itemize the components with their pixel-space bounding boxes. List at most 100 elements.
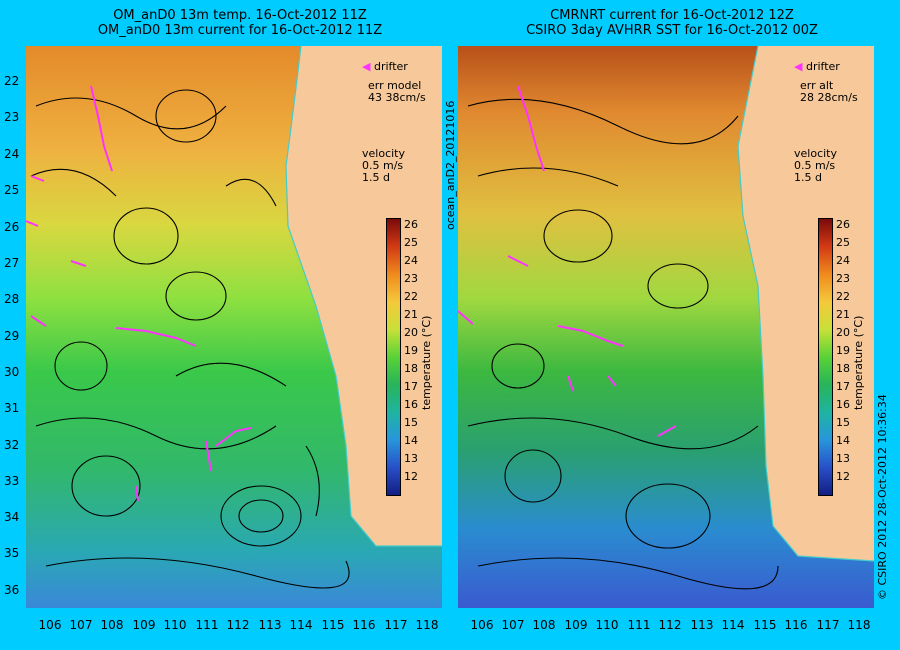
left-map <box>26 46 442 608</box>
right-map <box>458 46 874 608</box>
colorbar-tick: 17 <box>404 380 418 393</box>
right-title-line2: CSIRO 3day AVHRR SST for 16-Oct-2012 00Z <box>526 23 818 38</box>
colorbar-tick: 21 <box>836 308 850 321</box>
colorbar-tick: 24 <box>404 254 418 267</box>
colorbar-tick: 25 <box>836 236 850 249</box>
colorbar-tick: 22 <box>836 290 850 303</box>
lat-label: 26 <box>4 220 20 234</box>
left-title-line2: OM_anD0 13m current for 16-Oct-2012 11Z <box>97 23 383 38</box>
lon-label: 115 <box>753 618 777 632</box>
lat-label: 36 <box>4 583 20 597</box>
lon-label: 117 <box>816 618 840 632</box>
right-velocity-label: velocity <box>794 147 837 160</box>
lat-label: 23 <box>4 110 20 124</box>
colorbar-tick: 15 <box>404 416 418 429</box>
colorbar-tick: 12 <box>836 470 850 483</box>
lon-label: 116 <box>352 618 376 632</box>
lat-label: 35 <box>4 546 20 560</box>
drifter-marker-icon: ◀ <box>794 60 803 73</box>
colorbar-tick: 22 <box>404 290 418 303</box>
lon-label: 112 <box>226 618 250 632</box>
lat-label: 29 <box>4 329 20 343</box>
left-error-info: err model 43 38cm/s <box>368 80 426 104</box>
left-err-value: 43 38cm/s <box>368 91 426 104</box>
lon-label: 118 <box>415 618 439 632</box>
left-current-vectors <box>30 89 350 589</box>
right-ocean <box>458 46 874 608</box>
lon-label: 110 <box>163 618 187 632</box>
lat-label: 32 <box>4 438 20 452</box>
right-err-value: 28 28cm/s <box>800 91 858 104</box>
lon-label: 107 <box>501 618 525 632</box>
colorbar-tick: 24 <box>836 254 850 267</box>
lat-label: 27 <box>4 256 20 270</box>
lon-label: 109 <box>564 618 588 632</box>
left-velocity-time: 1.5 d <box>362 171 390 184</box>
right-drifter-label: drifter <box>805 60 840 73</box>
right-temperature-colorbar <box>818 218 833 496</box>
lon-label: 114 <box>721 618 745 632</box>
copyright-label: © CSIRO 2012 28-Oct-2012 10:36:34 <box>876 394 889 600</box>
colorbar-tick: 14 <box>404 434 418 447</box>
left-colorbar-title: temperature (°C) <box>420 315 433 410</box>
colorbar-tick: 19 <box>836 344 850 357</box>
left-drifter-label: drifter <box>373 60 408 73</box>
colorbar-tick: 23 <box>836 272 850 285</box>
left-drifter-legend: ◀ drifter <box>362 60 408 73</box>
lon-label: 110 <box>595 618 619 632</box>
lon-label: 113 <box>690 618 714 632</box>
colorbar-tick: 12 <box>404 470 418 483</box>
colorbar-tick: 13 <box>836 452 850 465</box>
lon-label: 111 <box>195 618 219 632</box>
lon-label: 108 <box>532 618 556 632</box>
right-velocity-time: 1.5 d <box>794 171 822 184</box>
left-ocean <box>26 46 442 608</box>
right-coast-line <box>737 46 874 562</box>
run-id-label: ocean_anD2_20121016 <box>444 100 457 230</box>
colorbar-tick: 18 <box>836 362 850 375</box>
colorbar-tick: 20 <box>404 326 418 339</box>
colorbar-tick: 25 <box>404 236 418 249</box>
left-title: OM_anD0 13m temp. 16-Oct-2012 11Z OM_anD… <box>20 8 460 38</box>
left-velocity-scale: 0.5 m/s <box>362 159 404 172</box>
left-velocity-label: velocity <box>362 147 405 160</box>
left-temperature-colorbar <box>386 218 401 496</box>
lon-label: 118 <box>847 618 871 632</box>
lon-label: 106 <box>470 618 494 632</box>
lon-label: 116 <box>784 618 808 632</box>
lon-label: 108 <box>100 618 124 632</box>
lat-label: 30 <box>4 365 20 379</box>
left-err-label: err model <box>368 79 422 92</box>
lat-label: 31 <box>4 401 20 415</box>
lon-label: 117 <box>384 618 408 632</box>
left-map-svg <box>26 46 442 608</box>
colorbar-tick: 17 <box>836 380 850 393</box>
right-velocity-legend: velocity 0.5 m/s 1.5 d <box>794 148 837 184</box>
colorbar-tick: 20 <box>836 326 850 339</box>
right-map-svg <box>458 46 874 608</box>
right-current-vectors <box>467 98 779 590</box>
lat-label: 25 <box>4 183 20 197</box>
colorbar-tick: 26 <box>836 218 850 231</box>
colorbar-tick: 14 <box>836 434 850 447</box>
drifter-marker-icon: ◀ <box>362 60 371 73</box>
lat-label: 24 <box>4 147 20 161</box>
right-title-line1: CMRNRT current for 16-Oct-2012 12Z <box>550 8 794 23</box>
colorbar-tick: 21 <box>404 308 418 321</box>
lon-label: 111 <box>627 618 651 632</box>
right-error-info: err alt 28 28cm/s <box>800 80 858 104</box>
lon-label: 107 <box>69 618 93 632</box>
colorbar-tick: 23 <box>404 272 418 285</box>
lon-label: 106 <box>38 618 62 632</box>
lat-label: 28 <box>4 292 20 306</box>
colorbar-tick: 19 <box>404 344 418 357</box>
right-drifter-legend: ◀ drifter <box>794 60 840 73</box>
lon-label: 115 <box>321 618 345 632</box>
lon-label: 112 <box>658 618 682 632</box>
colorbar-tick: 18 <box>404 362 418 375</box>
colorbar-tick: 26 <box>404 218 418 231</box>
lon-label: 114 <box>289 618 313 632</box>
right-velocity-scale: 0.5 m/s <box>794 159 836 172</box>
colorbar-tick: 16 <box>404 398 418 411</box>
left-coast-line <box>285 46 442 547</box>
